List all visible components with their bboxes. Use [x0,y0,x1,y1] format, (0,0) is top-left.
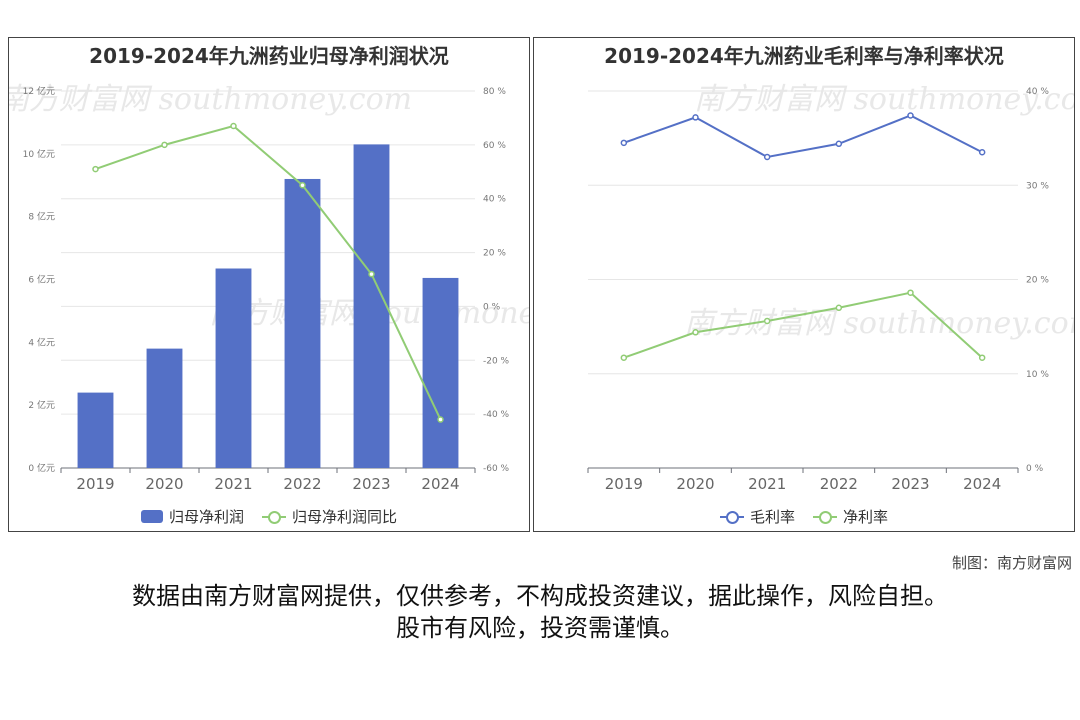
legend-label: 毛利率 [749,508,795,526]
chart-credit: 制图：南方财富网 [951,554,1072,572]
legend-line-swatch [719,510,744,524]
y-left-tick-label: 10 亿元 [23,148,55,160]
bar [422,277,459,468]
x-tick-label: 2024 [421,475,459,493]
x-tick-label: 2019 [76,475,114,493]
data-point [92,165,99,173]
data-point [692,329,699,336]
bar [77,392,114,468]
right-legend: 毛利率 净利率 [534,506,1074,527]
series-line [623,114,983,159]
disclaimer-line: 数据由南方财富网提供，仅供参考，不构成投资建议，据此操作，风险自担。 [132,582,948,610]
y-left-tick-label: 2 亿元 [28,399,55,411]
x-tick-label: 2021 [214,475,252,493]
x-tick-label: 2023 [891,475,929,493]
net-profit-chart: -60 % -40 % -20 % 0 % 20 % 40 % 60 % 80 % 0 亿元 2 … [23,85,510,493]
y-left-tick-label: 8 亿元 [28,211,55,223]
left-chart-title: 2019-2024年九洲药业归母净利润状况 [89,44,449,68]
bar [146,348,183,468]
disclaimer-line: 股市有风险，投资需谨慎。 [396,614,684,642]
y-left-tick-label: 6 亿元 [28,274,55,286]
legend-line-swatch [262,510,286,524]
right-chart-title: 2019-2024年九洲药业毛利率与净利率状况 [604,44,1004,68]
y-right-tick-label: -20 % [483,356,510,366]
data-point [907,289,914,296]
x-tick-label: 2022 [283,475,321,493]
data-point [620,354,628,361]
legend-label: 归母净利润 [168,508,244,526]
series-line [623,291,983,359]
y-right-tick-label: 20 % [483,249,506,259]
y-right-tick-label: 80 % [483,87,506,97]
legend-line-swatch [813,510,837,524]
y-right-tick-label: 40 % [1026,87,1049,97]
x-tick-label: 2021 [748,475,786,493]
data-point [835,140,843,148]
y-right-tick-label: -60 % [483,464,510,474]
x-tick-label: 2023 [352,475,390,493]
y-right-tick-label: 0 % [1026,464,1044,474]
series-line [95,124,442,420]
legend-item-gross-margin[interactable]: 毛利率 [719,506,795,527]
data-point [230,122,237,130]
data-point [763,153,771,161]
legend-item-net-profit[interactable]: 归母净利润 [140,506,244,527]
data-point [978,149,986,156]
data-point [907,112,914,119]
margin-chart-panel: 南方财富网 southmoney.com 南方财富网 southmoney.co… [533,37,1075,532]
margin-chart: 0 % 10 % 20 % 30 % 40 % 2019 2020 2021 2022 2023 2… [587,87,1049,493]
data-point [437,416,444,423]
y-right-tick-label: 0 % [483,302,501,312]
y-right-tick-label: 40 % [483,195,506,205]
data-point [299,182,306,189]
data-point [692,114,699,121]
y-left-tick-label: 12 亿元 [23,85,55,97]
x-tick-label: 2024 [963,475,1001,493]
x-tick-label: 2020 [676,475,714,493]
legend-item-net-margin[interactable]: 净利率 [813,506,888,527]
y-right-tick-label: 30 % [1026,181,1049,191]
data-point [161,141,168,149]
legend-label: 归母净利润同比 [292,508,398,526]
x-tick-label: 2022 [820,475,858,493]
data-point [763,317,771,325]
y-right-tick-label: -40 % [483,410,510,420]
legend-label: 净利率 [843,508,889,526]
legend-item-net-profit-yoy[interactable]: 归母净利润同比 [262,506,397,527]
data-point [620,139,628,147]
legend-bar-swatch [140,510,163,523]
y-right-tick-label: 60 % [483,141,506,151]
net-profit-chart-panel: 南方财富网 southmoney.com 南方财富网 southmoney.co… [8,37,530,532]
data-point [368,270,375,278]
bar [284,178,321,468]
left-legend: 归母净利润 归母净利润同比 [9,506,529,527]
data-point [978,354,986,361]
bar [353,144,390,468]
y-right-tick-label: 10 % [1026,370,1049,380]
y-left-tick-label: 0 亿元 [28,462,55,474]
x-tick-label: 2020 [145,475,183,493]
data-point [835,304,843,312]
y-left-tick-label: 4 亿元 [28,336,55,348]
y-right-tick-label: 20 % [1026,276,1049,286]
bar [215,268,252,468]
x-tick-label: 2019 [605,475,643,493]
disclaimer: 数据由南方财富网提供，仅供参考，不构成投资建议，据此操作，风险自担。 股市有风险… [0,580,1080,644]
